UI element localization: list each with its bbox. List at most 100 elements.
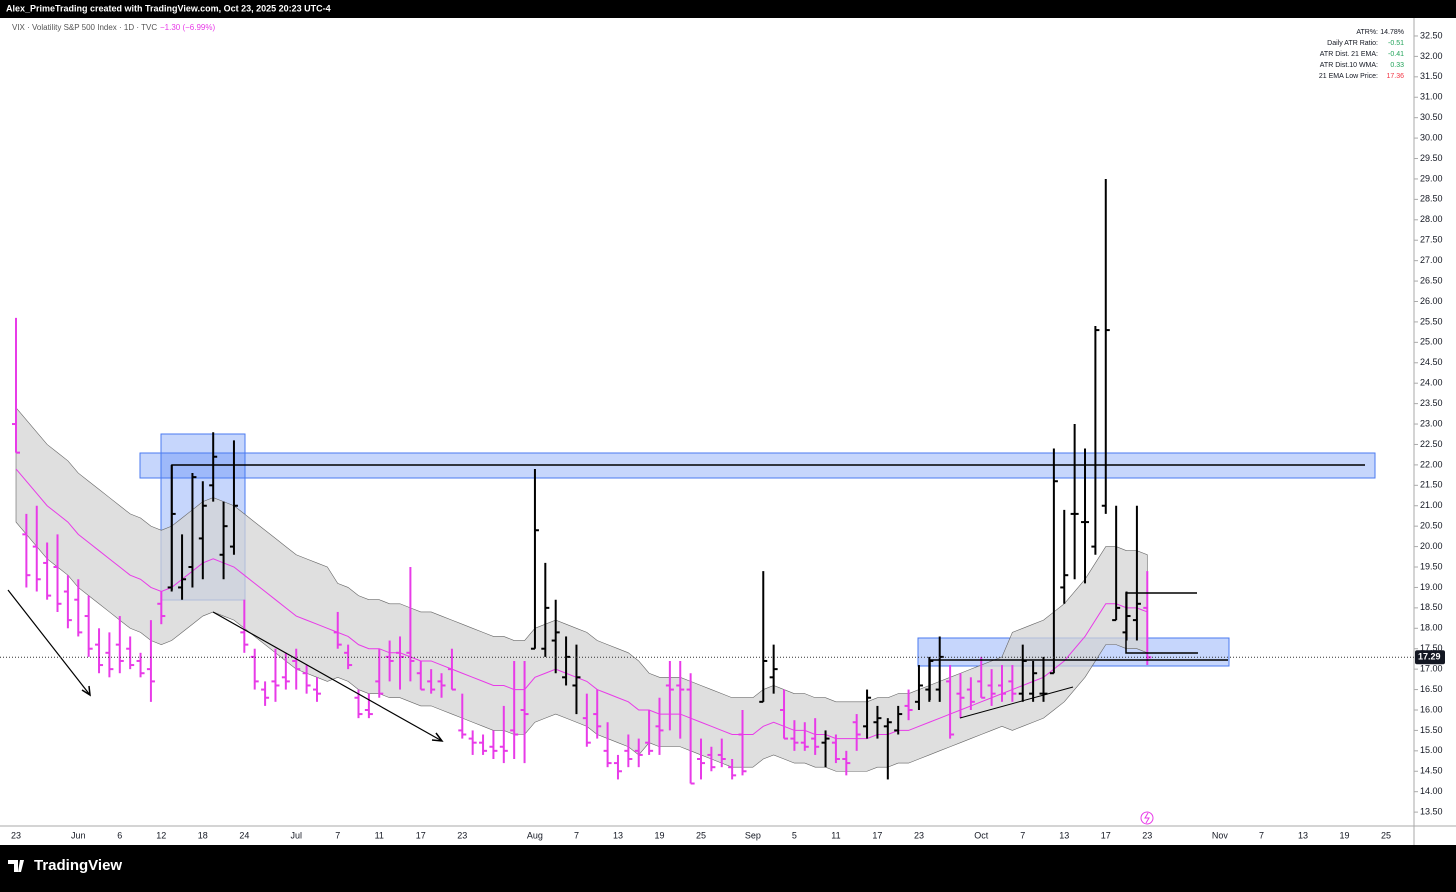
x-tick-label: 23	[914, 830, 924, 840]
credit: Alex_PrimeTrading created with TradingVi…	[6, 3, 331, 13]
x-tick-label: 24	[239, 830, 249, 840]
x-tick-label: 23	[457, 830, 467, 840]
x-tick-label: Jul	[290, 830, 302, 840]
lines	[7, 464, 1365, 742]
table-label: ATR Dist. 21 EMA:	[1320, 51, 1378, 58]
table-value: -0.41	[1388, 51, 1404, 58]
x-tick-label: 11	[375, 830, 384, 840]
table-value: -0.51	[1388, 40, 1404, 47]
y-tick-label: 29.50	[1420, 153, 1443, 163]
x-tick-label: Jun	[71, 830, 86, 840]
top-bar	[0, 0, 1456, 18]
y-tick-label: 16.50	[1420, 684, 1443, 694]
logo	[8, 860, 24, 872]
arrow-head	[431, 732, 444, 742]
level-line	[929, 659, 1228, 700]
y-tick-label: 14.00	[1420, 786, 1443, 796]
y-tick-label: 22.50	[1420, 439, 1443, 449]
y-tick-label: 21.00	[1420, 500, 1443, 510]
y-tick-label: 19.00	[1420, 582, 1443, 592]
y-tick-label: 32.00	[1420, 51, 1443, 61]
y-tick-label: 26.00	[1420, 296, 1443, 306]
x-tick-label: 7	[574, 830, 579, 840]
x-tick-label: 7	[1259, 830, 1264, 840]
x-tick-label: 17	[416, 830, 426, 840]
last-price-label: 17.29	[1418, 652, 1441, 662]
alert-icon	[1140, 811, 1154, 825]
y-tick-label: 15.50	[1420, 725, 1443, 735]
x-tick-label: 19	[1339, 830, 1349, 840]
y-tick-label: 14.50	[1420, 766, 1443, 776]
y-tick-label: 13.50	[1420, 806, 1443, 816]
x-tick-label: 19	[654, 830, 664, 840]
y-tick-label: 25.50	[1420, 316, 1443, 326]
y-tick-label: 18.50	[1420, 602, 1443, 612]
symbol: VIX · Volatility S&P 500 Index · 1D · TV…	[12, 23, 157, 32]
y-tick-label: 23.00	[1420, 418, 1443, 428]
table-value: 17.36	[1386, 73, 1404, 80]
y-tick-label: 18.00	[1420, 623, 1443, 633]
x-tick-label: 17	[1101, 830, 1111, 840]
arrow	[212, 611, 443, 742]
y-tick-label: 30.50	[1420, 112, 1443, 122]
x-tick-label: 13	[1298, 830, 1308, 840]
y-tick-label: 17.50	[1420, 643, 1443, 653]
y-tick-label: 27.50	[1420, 235, 1443, 245]
arrow	[7, 589, 91, 696]
price-axis: 13.50 14.00 14.50 15.00 15.50 16.00 16.50 17.00…	[1414, 30, 1443, 816]
y-tick-label: 23.50	[1420, 398, 1443, 408]
arrow-head	[81, 685, 91, 697]
change: −1.30 (−6.99%)	[160, 23, 215, 32]
x-tick-label: 6	[117, 830, 122, 840]
x-tick-label: 25	[696, 830, 706, 840]
y-tick-label: 27.00	[1420, 255, 1443, 265]
x-tick-label: 13	[1059, 830, 1069, 840]
x-tick-label: 11	[831, 830, 840, 840]
y-tick-label: 22.00	[1420, 459, 1443, 469]
y-tick-label: 25.00	[1420, 337, 1443, 347]
y-tick-label: 28.50	[1420, 194, 1443, 204]
y-tick-label: 21.50	[1420, 480, 1443, 490]
y-tick-label: 15.00	[1420, 745, 1443, 755]
y-tick-label: 20.50	[1420, 521, 1443, 531]
indicator-table: ATR%: 14.78%Daily ATR Ratio: -0.51 ATR Dist…	[1319, 29, 1404, 80]
x-tick-label: 23	[11, 830, 21, 840]
x-tick-label: 7	[335, 830, 340, 840]
table-label: Daily ATR Ratio:	[1327, 40, 1378, 47]
y-tick-label: 31.00	[1420, 92, 1443, 102]
y-tick-label: 20.00	[1420, 541, 1443, 551]
y-tick-label: 16.00	[1420, 704, 1443, 714]
y-tick-label: 17.00	[1420, 664, 1443, 674]
last-price-box	[1415, 650, 1445, 665]
table-label: ATR%:	[1356, 29, 1378, 36]
legend: VIX · Volatility S&P 500 Index · 1D · TV…	[12, 23, 215, 32]
level-line	[171, 464, 1365, 590]
x-tick-label: 12	[156, 830, 166, 840]
x-tick-label: Aug	[527, 830, 543, 840]
x-tick-label: Sep	[745, 830, 761, 840]
table-label: ATR Dist.10 WMA:	[1320, 62, 1378, 69]
x-tick-label: 18	[198, 830, 208, 840]
y-tick-label: 31.50	[1420, 71, 1443, 81]
y-tick-label: 32.50	[1420, 30, 1443, 40]
trend-line	[959, 686, 1074, 719]
table-value: 0.33	[1390, 62, 1404, 69]
table-label: 21 EMA Low Price:	[1319, 73, 1378, 80]
y-tick-label: 24.50	[1420, 357, 1443, 367]
y-tick-label: 30.00	[1420, 132, 1443, 142]
x-tick-label: 23	[1142, 830, 1152, 840]
x-tick-label: 13	[613, 830, 623, 840]
brand: TradingView	[34, 857, 122, 874]
y-tick-label: 28.00	[1420, 214, 1443, 224]
level-line	[1125, 592, 1198, 654]
x-tick-label: 25	[1381, 830, 1391, 840]
x-tick-label: 5	[792, 830, 797, 840]
x-tick-label: Oct	[974, 830, 989, 840]
bars	[12, 178, 1152, 785]
y-tick-label: 29.00	[1420, 173, 1443, 183]
x-tick-label: Nov	[1212, 830, 1229, 840]
x-tick-label: 7	[1020, 830, 1025, 840]
y-tick-label: 24.00	[1420, 378, 1443, 388]
